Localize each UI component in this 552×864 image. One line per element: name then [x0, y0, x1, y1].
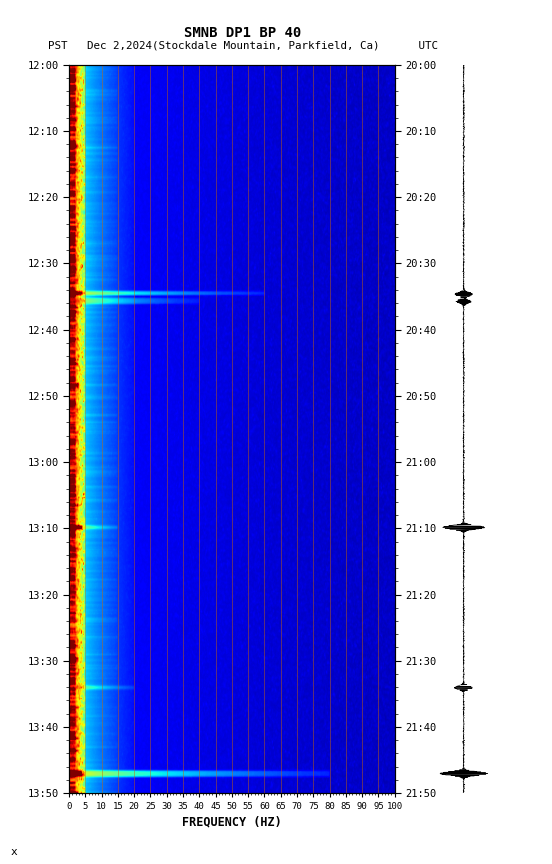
- Text: SMNB DP1 BP 40: SMNB DP1 BP 40: [184, 26, 301, 40]
- X-axis label: FREQUENCY (HZ): FREQUENCY (HZ): [182, 816, 282, 829]
- Text: PST   Dec 2,2024(Stockdale Mountain, Parkfield, Ca)      UTC: PST Dec 2,2024(Stockdale Mountain, Parkf…: [48, 41, 438, 51]
- Text: x: x: [11, 848, 18, 857]
